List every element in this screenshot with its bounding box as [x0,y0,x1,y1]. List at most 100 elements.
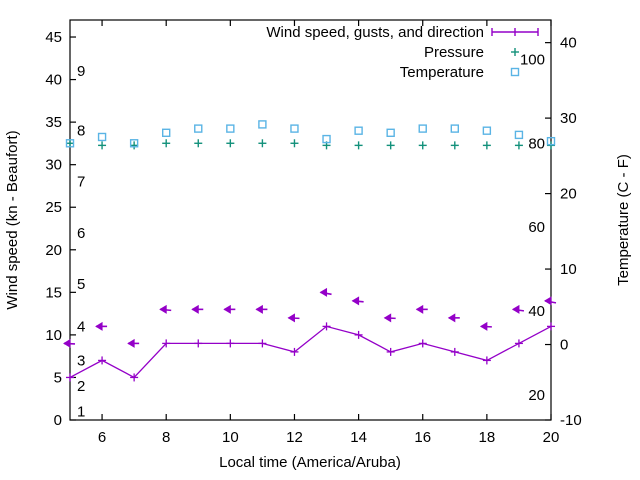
temperature-point [290,124,299,133]
pressure-point [194,139,203,148]
arrow-head [351,296,360,306]
wind-speed-point [354,330,363,339]
y2-tick-label: -10 [560,412,582,429]
plot-frame [69,19,552,421]
arrow-head [479,321,488,331]
gust-direction-arrow [95,321,108,331]
pressure-point [354,141,363,150]
wind-speed-point [547,322,555,331]
y-tick-label: 10 [45,327,62,344]
temperature-point [322,134,331,144]
legend-label: Wind speed, gusts, and direction [266,24,484,41]
x-axis-ticks: 6 8 10 12 14 16 18 20 [98,20,559,446]
wind-speed-point [418,339,427,348]
y-tick-label: 35 [45,114,62,131]
gust-direction-arrow [127,338,140,348]
gust-direction-arrow [159,304,172,314]
gust-direction-arrow [351,296,364,306]
fahrenheit-label: 40 [528,303,545,320]
plot-border [69,19,552,421]
series-wind-speed [66,322,555,382]
beaufort-label: 2 [77,378,85,395]
gust-direction-arrow [319,287,332,297]
x-tick-label: 8 [162,429,170,446]
temperature-point [514,130,524,140]
pressure-point [386,141,395,150]
chart-legend: Wind speed, gusts, and direction Pressure… [266,24,539,81]
arrow-head [223,304,231,314]
beaufort-scale-labels: 1 2 3 4 5 6 7 8 9 [77,63,85,420]
gust-direction-arrow [191,304,204,314]
legend-marker-square [510,67,520,77]
pressure-point [450,141,459,150]
temperature-point [354,126,363,135]
y-tick-label: 45 [45,29,62,46]
y-axis-title: Wind speed (kn - Beaufort) [4,130,21,309]
x-tick-label: 18 [479,429,496,446]
wind-speed-point [450,347,459,356]
y2-axis-ticks: -10 0 10 20 30 40 [545,35,582,429]
wind-speed-point [130,373,139,382]
arrow-head [255,304,263,314]
legend-item: Pressure [424,44,519,61]
pressure-point [66,139,74,148]
arrow-head [63,338,71,348]
x-tick-label: 14 [350,429,367,446]
gust-direction-arrow [544,296,557,306]
temperature-point [97,132,107,142]
gust-direction-arrow [287,313,300,323]
pressure-point [258,139,267,148]
gust-direction-arrow [223,304,236,314]
pressure-point [130,141,139,150]
wind-speed-point [514,339,523,348]
fahrenheit-label: 60 [528,219,545,236]
wind-speed-point [290,347,299,356]
wind-speed-point [162,339,171,348]
wind-speed-point [386,347,395,356]
x-tick-label: 12 [286,429,303,446]
y-axis-ticks: 0 5 10 15 20 25 30 35 40 45 [45,29,76,429]
fahrenheit-scale-labels: 20 40 60 80 100 [520,51,545,403]
x-tick-label: 16 [414,429,431,446]
x-tick-label: 6 [98,429,106,446]
legend-item: Wind speed, gusts, and direction [266,24,539,41]
temperature-point [450,124,459,133]
temperature-point [65,139,75,148]
arrow-head [415,304,424,314]
wind-speed-point [226,339,235,348]
beaufort-label: 7 [77,174,85,191]
arrow-head [95,321,103,331]
arrow-head [159,304,167,314]
beaufort-label: 4 [77,318,85,335]
pressure-point [514,141,523,150]
temperature-point [418,124,427,133]
y-tick-label: 30 [45,157,62,174]
arrow-head [544,296,552,306]
series-temperature [65,120,556,148]
legend-item: Temperature [400,64,520,81]
x-axis-title: Local time (America/Aruba) [219,454,401,471]
arrow-head [319,287,328,297]
y-tick-label: 25 [45,199,62,216]
arrow-head [447,313,456,323]
pressure-point [162,139,171,148]
pressure-point [482,141,491,150]
x-tick-label: 10 [222,429,239,446]
beaufort-label: 6 [77,225,85,242]
beaufort-label: 3 [77,352,85,369]
y2-tick-label: 40 [560,35,577,52]
gust-direction-arrow [255,304,268,314]
temperature-point [482,126,492,135]
y2-axis-title: Temperature (C - F) [615,154,632,286]
y2-tick-label: 20 [560,186,577,203]
beaufort-label: 1 [77,403,85,420]
gust-direction-arrow [511,304,525,314]
x-tick-label: 20 [543,429,560,446]
y-tick-label: 0 [54,412,62,429]
series-wind-gusts [63,287,557,348]
gust-direction-arrow [63,338,76,348]
fahrenheit-label: 80 [528,135,545,152]
wind-speed-point [482,356,491,365]
